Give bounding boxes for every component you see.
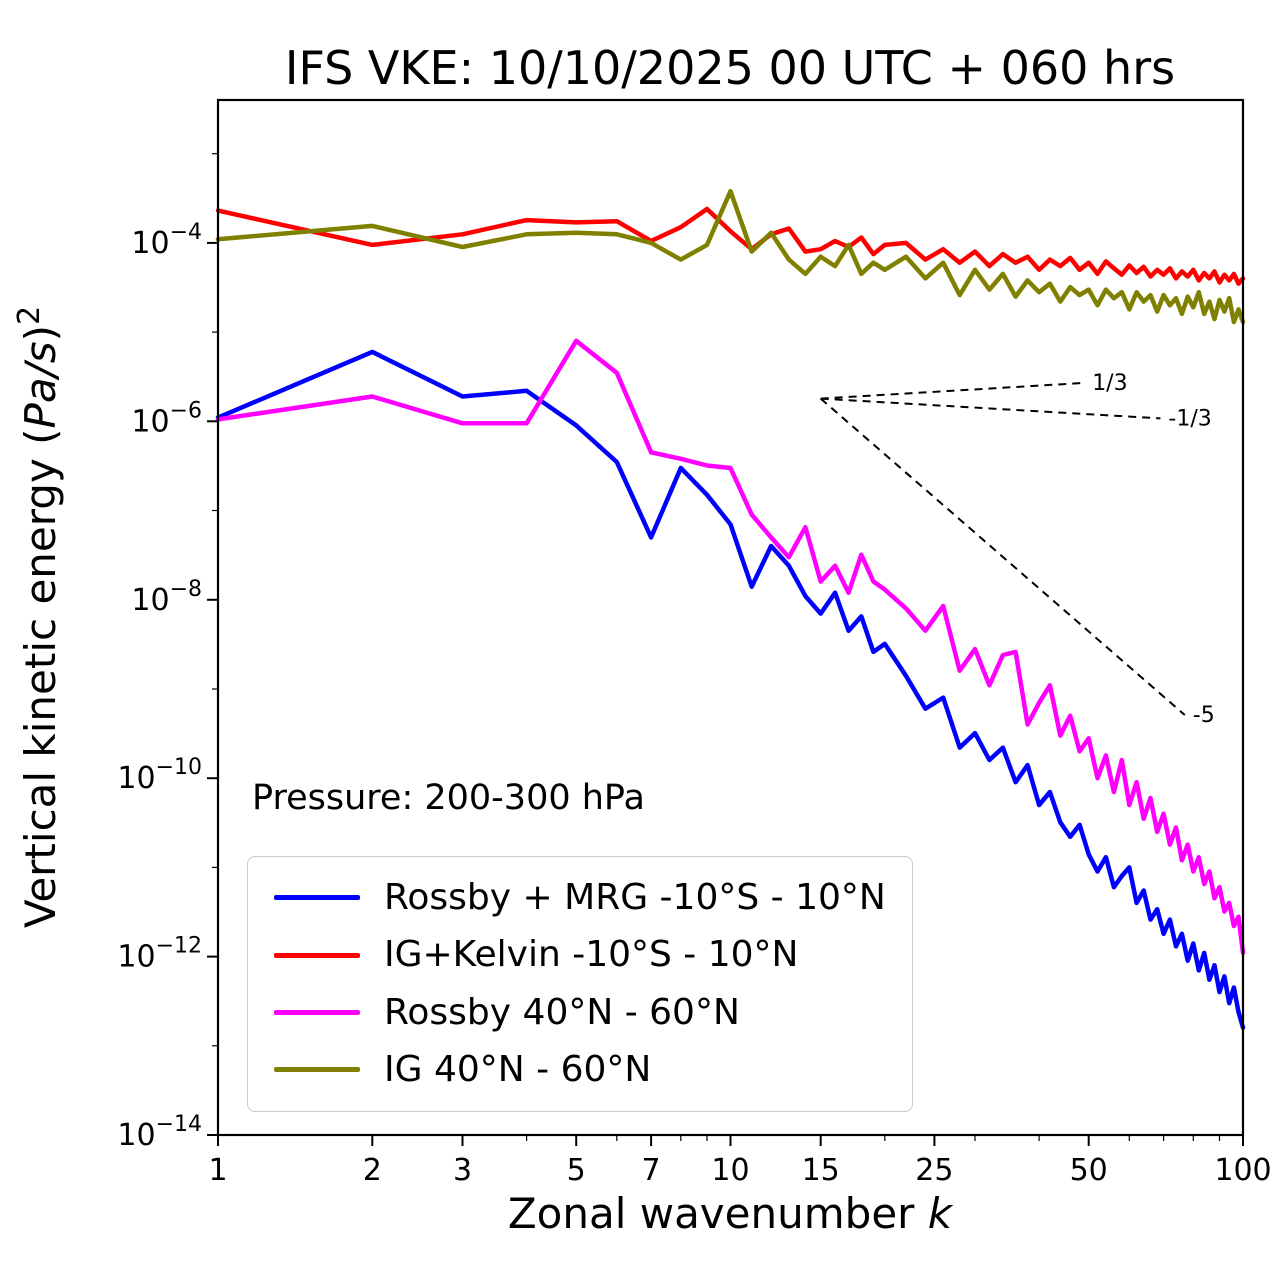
- legend-label-ig-kelvin: IG+Kelvin -10°S - 10°N: [384, 934, 799, 976]
- y-tick-label: 10−14: [117, 1112, 202, 1153]
- series-ig-kelvin-tropics: [215, 206, 1246, 286]
- legend-box: Rossby + MRG -10°S - 10°N IG+Kelvin -10°…: [247, 856, 913, 1112]
- slope-label--1/3: -1/3: [1168, 406, 1211, 431]
- y-tick-label: 10−10: [117, 755, 202, 796]
- x-tick-label: 100: [1214, 1153, 1271, 1188]
- legend-item-rossby-mrg-tropics: Rossby + MRG -10°S - 10°N: [274, 877, 886, 918]
- x-tick-label: 5: [567, 1153, 586, 1188]
- legend-item-ig-midlat: IG 40°N - 60°N: [274, 1049, 886, 1090]
- legend-line-ig-midlat-icon: [274, 1067, 360, 1073]
- plot-layer: 1/3 -1/3 -5 1 2 3 5 7 10 15 25 50 100 10−4 10−6 10−8 10−…: [117, 98, 1272, 1188]
- x-tick-label: 1: [208, 1153, 227, 1188]
- x-tick-label: 3: [453, 1153, 472, 1188]
- legend-line-rossby-mrg-icon: [274, 895, 360, 901]
- x-tick-label: 50: [1070, 1153, 1108, 1188]
- legend-item-ig-kelvin-tropics: IG+Kelvin -10°S - 10°N: [274, 934, 886, 975]
- slope-line--1/3: [820, 397, 1161, 420]
- series-ig-midlat: [215, 188, 1246, 325]
- legend-line-ig-kelvin-icon: [274, 952, 360, 958]
- pressure-annotation: Pressure: 200-300 hPa: [252, 778, 645, 818]
- y-tick-label: 10−4: [131, 220, 202, 261]
- x-tick-label: 2: [363, 1153, 382, 1188]
- legend-item-rossby-midlat: Rossby 40°N - 60°N: [274, 992, 886, 1033]
- legend-line-rossby-midlat-icon: [274, 1009, 360, 1015]
- legend-label-rossby-midlat: Rossby 40°N - 60°N: [384, 991, 740, 1033]
- y-tick-label: 10−8: [131, 577, 202, 618]
- chart-title: IFS VKE: 10/10/2025 00 UTC + 060 hrs: [285, 41, 1175, 95]
- slope-label--5: -5: [1193, 703, 1215, 728]
- slope-label-1/3: 1/3: [1092, 371, 1127, 396]
- series-rossby-mrg-tropics: [215, 349, 1246, 1030]
- x-tick-label: 15: [802, 1153, 840, 1188]
- y-axis-label: Vertical kinetic energy (Pa/s)2: [12, 306, 65, 928]
- x-tick-label: 7: [642, 1153, 661, 1188]
- x-axis-label: Zonal wavenumber k: [508, 1189, 954, 1238]
- series-rossby-midlat: [215, 338, 1246, 956]
- slope-line--5: [820, 397, 1186, 716]
- x-tick-label: 10: [711, 1153, 749, 1188]
- legend-label-rossby-mrg: Rossby + MRG -10°S - 10°N: [384, 877, 886, 918]
- y-tick-label: 10−12: [117, 934, 202, 975]
- y-tick-label: 10−6: [131, 398, 202, 439]
- legend-label-ig-midlat: IG 40°N - 60°N: [384, 1049, 652, 1091]
- slope-line-1/3: [820, 381, 1085, 400]
- x-tick-label: 25: [915, 1153, 953, 1188]
